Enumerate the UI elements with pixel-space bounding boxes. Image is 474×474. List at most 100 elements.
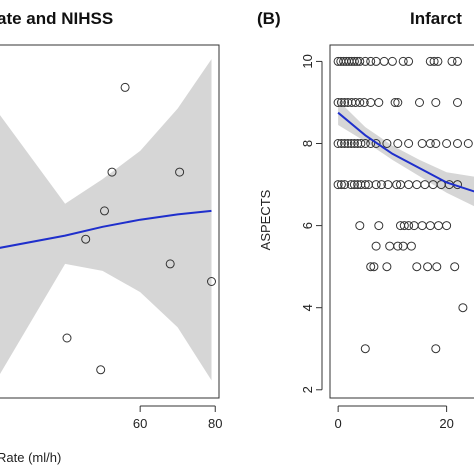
data-point bbox=[346, 139, 356, 148]
data-point bbox=[336, 180, 346, 190]
data-point bbox=[165, 259, 175, 269]
data-point bbox=[369, 262, 379, 272]
data-point bbox=[406, 241, 416, 251]
data-point bbox=[429, 56, 439, 66]
data-point bbox=[175, 167, 185, 177]
data-point bbox=[404, 221, 414, 231]
y-tick-label: 6 bbox=[300, 222, 315, 229]
data-point bbox=[379, 56, 389, 66]
data-point bbox=[387, 56, 397, 66]
panel-a: ate and NIHSS Rate (ml/h) 60 80 bbox=[0, 9, 222, 465]
confidence-band bbox=[338, 100, 474, 207]
data-point bbox=[442, 221, 452, 231]
y-tick-label: 8 bbox=[300, 140, 315, 147]
data-point bbox=[453, 139, 462, 148]
data-point bbox=[417, 221, 427, 231]
data-point bbox=[385, 241, 395, 251]
y-tick-label: 4 bbox=[300, 304, 315, 311]
data-point bbox=[382, 139, 392, 148]
data-point bbox=[382, 262, 392, 272]
data-point bbox=[96, 365, 106, 375]
data-point bbox=[393, 98, 403, 107]
data-point bbox=[360, 56, 370, 66]
data-point bbox=[432, 262, 442, 272]
data-point bbox=[336, 139, 346, 148]
y-tick-label: 10 bbox=[300, 54, 315, 68]
data-point bbox=[409, 221, 419, 231]
data-point bbox=[383, 180, 393, 190]
data-point bbox=[336, 98, 346, 107]
panel-b: (B) Infarct ASPECTS 0 20 2 4 6 8 10 bbox=[257, 9, 474, 431]
data-point bbox=[420, 180, 430, 190]
data-point bbox=[453, 98, 462, 107]
data-point bbox=[431, 139, 441, 148]
data-point bbox=[463, 139, 473, 148]
data-point bbox=[415, 98, 424, 107]
data-point bbox=[359, 98, 369, 107]
data-point bbox=[399, 221, 409, 231]
x-tick-label: 80 bbox=[208, 416, 222, 431]
x-tick-label: 20 bbox=[439, 416, 453, 431]
data-point bbox=[374, 221, 384, 231]
panel-b-y-axis-label: ASPECTS bbox=[258, 189, 273, 250]
data-point bbox=[349, 139, 359, 148]
data-point bbox=[442, 139, 452, 148]
data-point bbox=[340, 98, 350, 107]
x-tick-label: 0 bbox=[335, 416, 342, 431]
data-point bbox=[398, 56, 408, 66]
data-point bbox=[360, 180, 370, 190]
data-point bbox=[412, 262, 422, 272]
data-point bbox=[366, 56, 376, 66]
plot-frame bbox=[329, 44, 474, 399]
data-point bbox=[81, 234, 91, 244]
data-point bbox=[349, 56, 359, 66]
plot-frame bbox=[0, 44, 220, 399]
data-point bbox=[340, 180, 350, 190]
data-point bbox=[412, 180, 422, 190]
data-point bbox=[425, 139, 435, 148]
data-point bbox=[371, 180, 381, 190]
x-tick-label: 60 bbox=[133, 416, 147, 431]
data-point bbox=[450, 262, 460, 272]
data-point bbox=[343, 139, 353, 148]
data-point bbox=[366, 262, 376, 272]
confidence-band bbox=[0, 59, 212, 381]
data-point bbox=[431, 98, 441, 107]
data-point bbox=[431, 344, 441, 354]
data-point bbox=[333, 98, 343, 107]
panel-b-label: (B) bbox=[257, 9, 281, 28]
data-point bbox=[107, 167, 117, 177]
data-point bbox=[404, 56, 414, 66]
y-tick-label: 2 bbox=[300, 386, 315, 393]
data-point bbox=[425, 221, 435, 231]
data-point bbox=[355, 56, 365, 66]
data-point bbox=[398, 241, 408, 251]
data-point bbox=[62, 333, 72, 343]
data-point bbox=[447, 56, 457, 66]
data-point bbox=[393, 241, 403, 251]
data-point bbox=[346, 180, 356, 190]
data-point bbox=[340, 139, 350, 148]
data-point bbox=[417, 139, 427, 148]
data-point bbox=[351, 98, 360, 107]
panel-b-title: Infarct bbox=[410, 9, 462, 28]
data-point bbox=[404, 180, 414, 190]
data-point bbox=[393, 139, 403, 148]
data-point bbox=[356, 139, 366, 148]
data-point bbox=[404, 139, 414, 148]
data-point bbox=[100, 206, 109, 216]
data-point bbox=[355, 221, 365, 231]
data-point bbox=[374, 98, 384, 107]
fit-line bbox=[0, 209, 212, 249]
data-point bbox=[333, 180, 343, 190]
data-point bbox=[371, 241, 381, 251]
data-point bbox=[349, 180, 359, 190]
data-point bbox=[390, 98, 400, 107]
data-point bbox=[120, 82, 130, 92]
data-point bbox=[371, 56, 381, 66]
data-point bbox=[423, 262, 433, 272]
fit-line bbox=[337, 111, 474, 193]
panel-a-title: ate and NIHSS bbox=[0, 9, 113, 28]
data-point bbox=[360, 344, 370, 354]
